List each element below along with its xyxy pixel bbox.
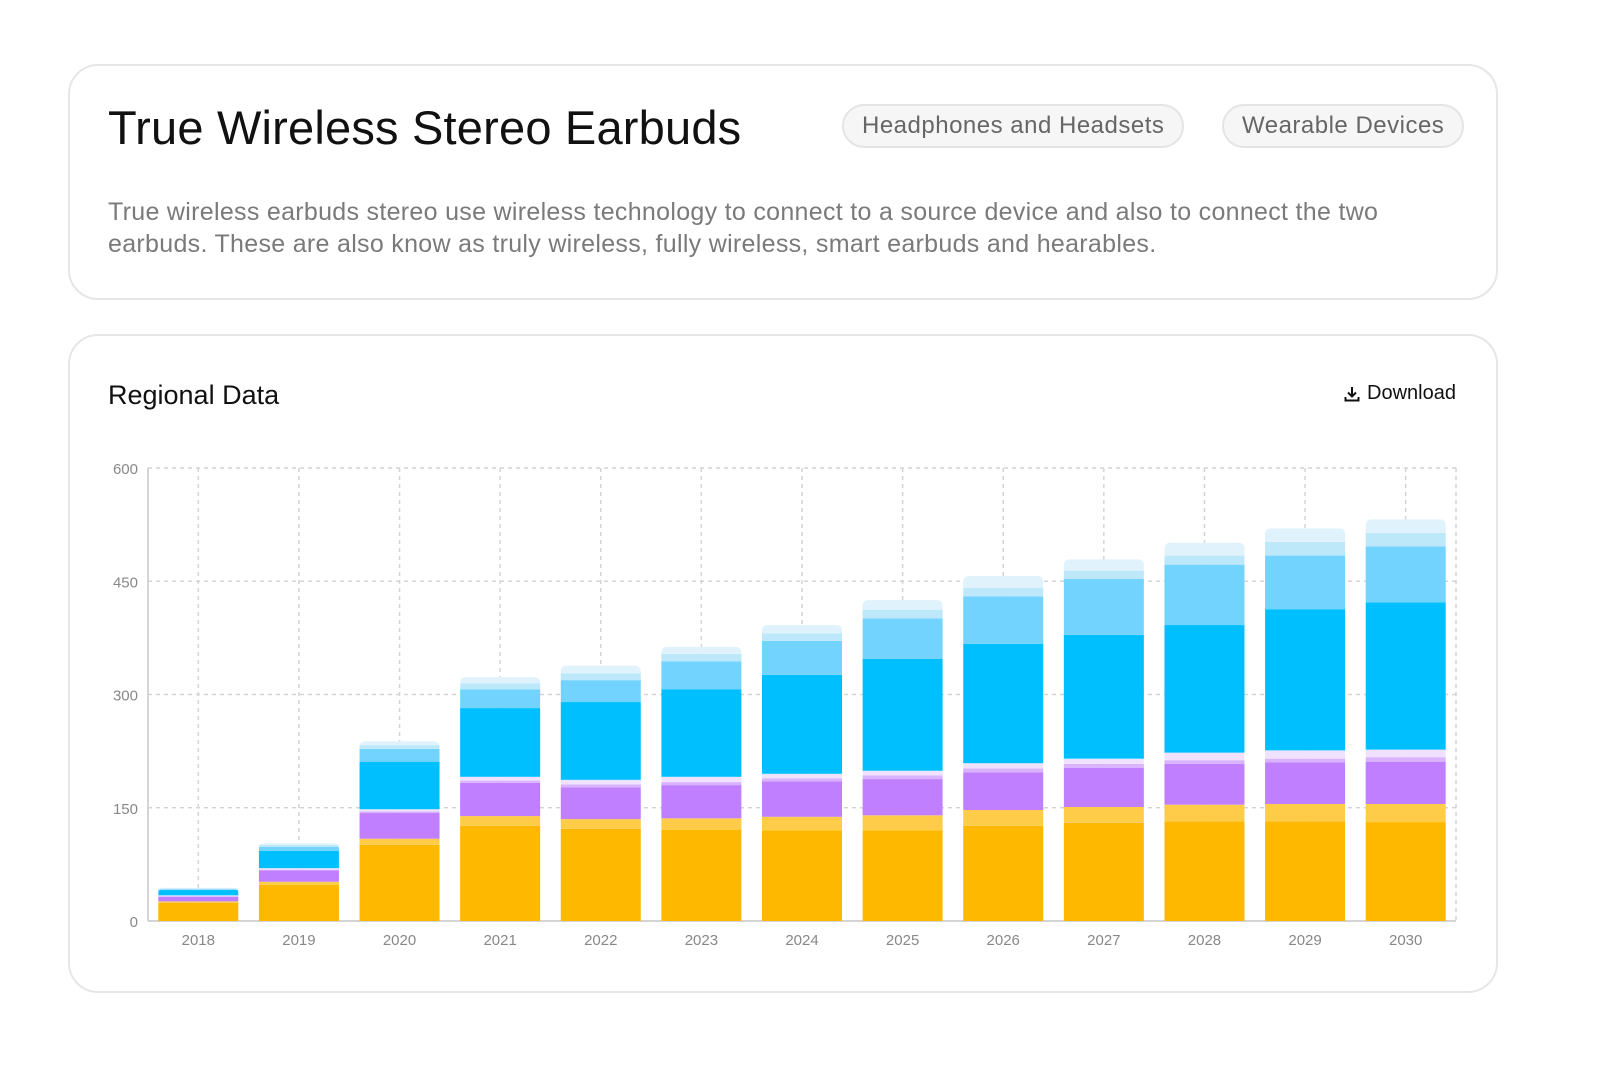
page-title: True Wireless Stereo Earbuds	[108, 101, 742, 154]
chart-title: Regional Data	[108, 380, 280, 410]
download-button[interactable]: Download	[1343, 382, 1456, 405]
product-info-card: True Wireless Stereo Earbuds Headphones …	[68, 64, 1498, 300]
download-label: Download	[1367, 382, 1456, 404]
tag-wearables[interactable]: Wearable Devices	[1222, 104, 1465, 148]
regional-data-card: Regional Data Download	[68, 334, 1498, 993]
tag-headphones[interactable]: Headphones and Headsets	[842, 104, 1185, 148]
download-icon	[1344, 386, 1360, 401]
product-description: True wireless earbuds stereo use wireles…	[108, 198, 1379, 258]
